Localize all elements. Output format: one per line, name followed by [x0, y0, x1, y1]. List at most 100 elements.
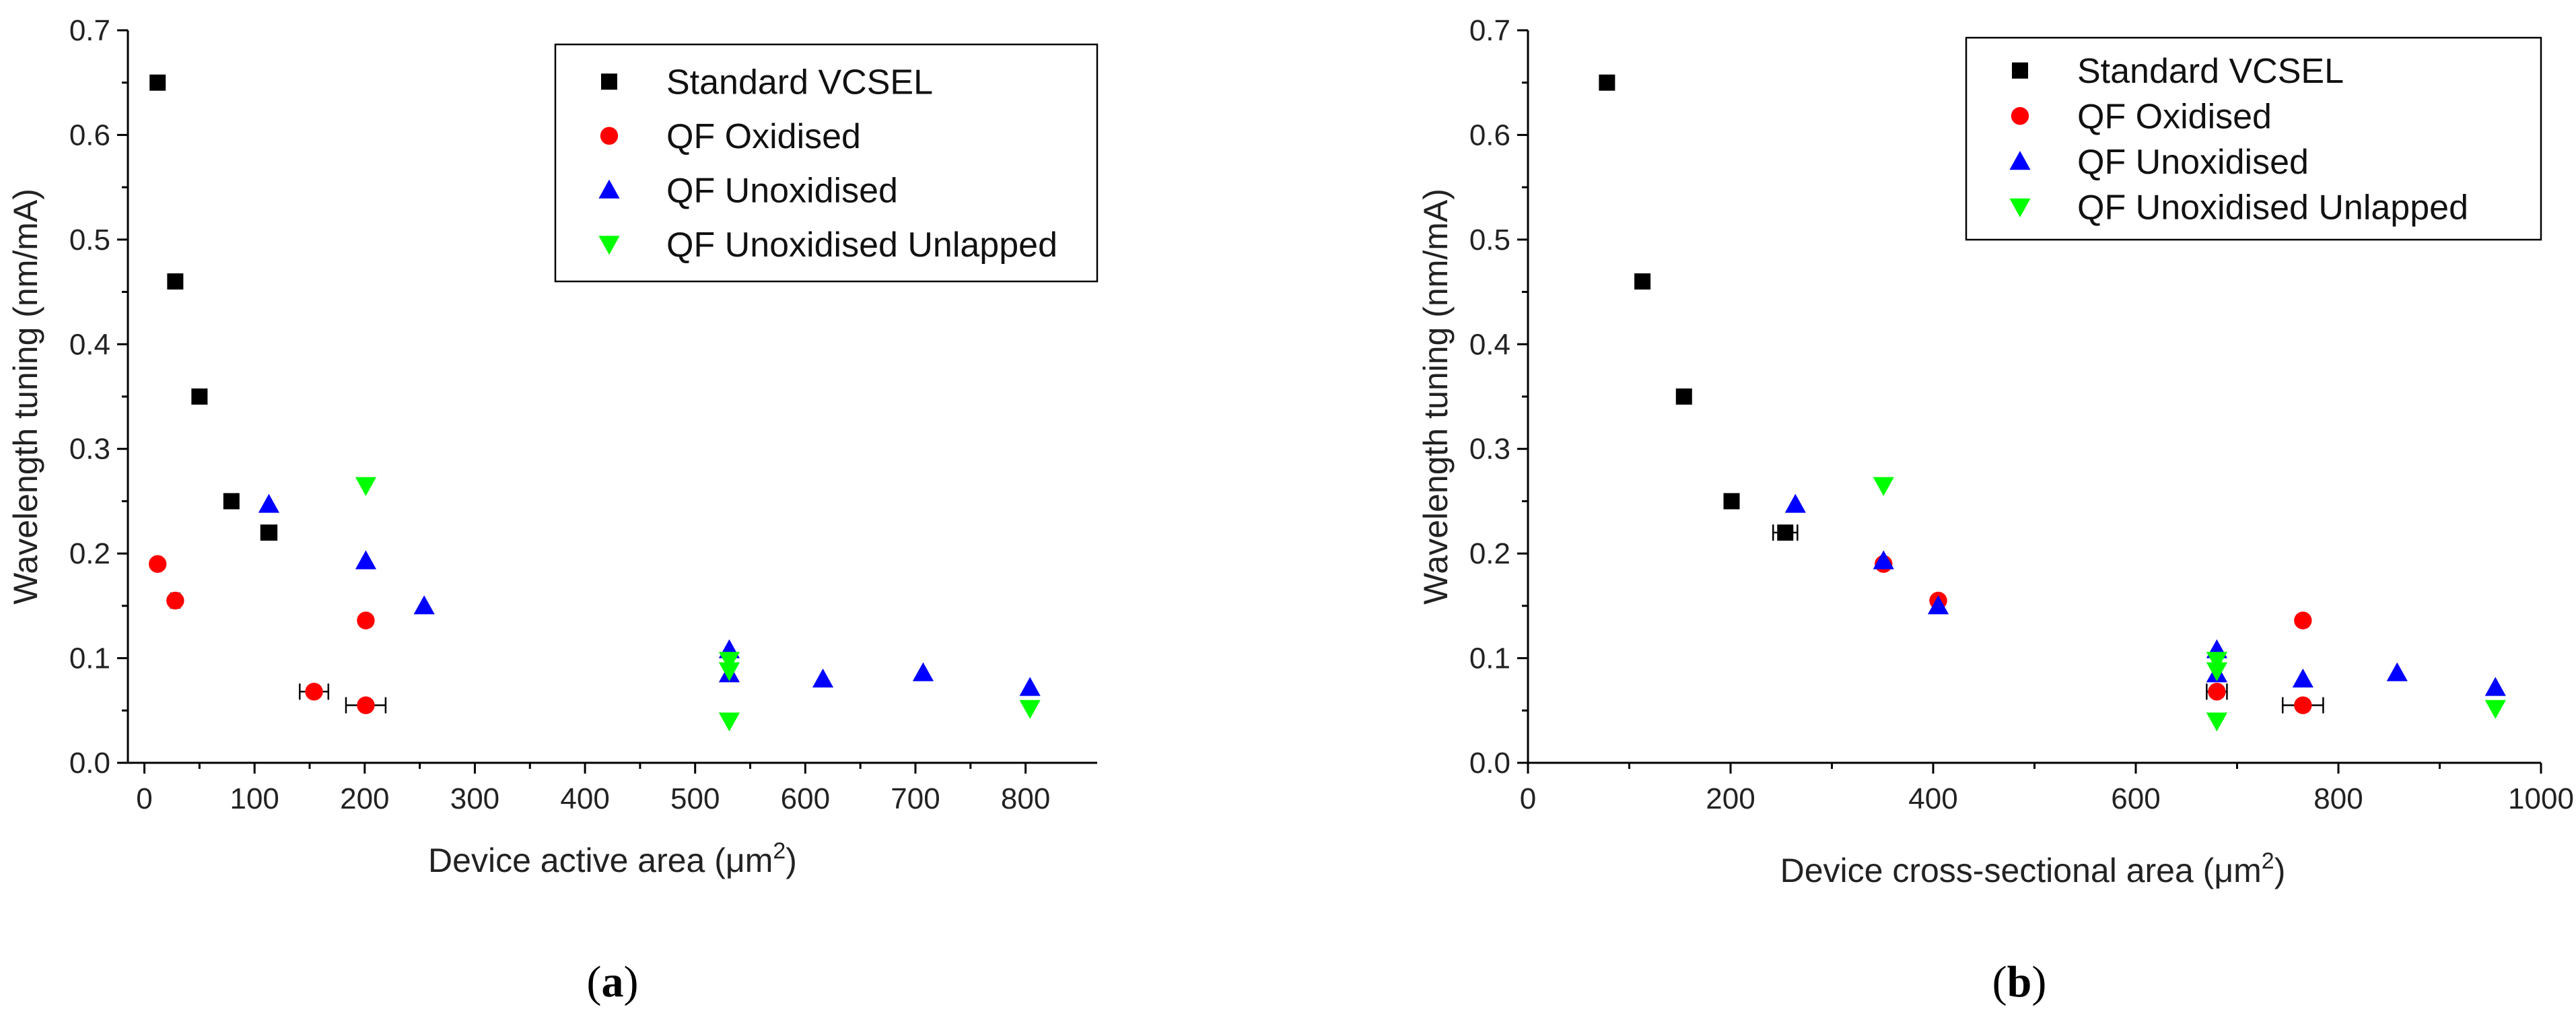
legend-label: Standard VCSEL [2077, 52, 2344, 91]
chart-panel-a: 0.0 0.1 0.2 0.3 0.4 0.5 0.6 0.7 0 100 200 300 400 500… [7, 14, 1099, 1007]
data-point [1019, 700, 1041, 719]
data-point [258, 494, 280, 513]
series-standard-vcsel [149, 74, 278, 541]
x-tick-label: 0 [136, 782, 152, 815]
data-point [149, 74, 166, 91]
data-point [718, 662, 740, 681]
series-qf-oxidised [148, 555, 387, 714]
legend: Standard VCSEL QF Oxidised QF Unoxidised QF… [554, 43, 1099, 283]
y-tick-label: 0.0 [1469, 747, 1510, 780]
y-tick-label: 0.1 [1469, 642, 1510, 675]
data-point [2206, 652, 2227, 671]
x-tick-label: 600 [781, 782, 830, 815]
panel-label: (a) [587, 957, 639, 1007]
data-point [1634, 273, 1651, 290]
series-qf-unoxidised-unlapped [1873, 477, 2506, 732]
data-point [191, 388, 208, 405]
y-tick-label: 0.6 [69, 118, 110, 151]
legend-label: Standard VCSEL [666, 63, 933, 102]
legend: Standard VCSEL QF Oxidised QF Unoxidised QF… [1965, 36, 2542, 241]
x-tick-label: 300 [450, 782, 499, 815]
legend-label: QF Unoxidised [2077, 143, 2309, 182]
legend-label: QF Unoxidised [666, 171, 898, 210]
data-point [1723, 493, 1740, 510]
x-tick-label: 400 [1908, 782, 1957, 815]
data-point [355, 477, 377, 496]
y-tick-label: 0.5 [69, 224, 110, 257]
data-point [1873, 477, 1894, 496]
legend-marker [2012, 62, 2028, 79]
x-axis-title: Device active area (μm2) [428, 838, 797, 879]
x-tick-label: 500 [670, 782, 720, 815]
legend-box [1965, 36, 2542, 241]
data-point [1784, 494, 1806, 513]
data-point [2206, 662, 2227, 681]
legend-marker [2009, 198, 2031, 217]
data-point [355, 550, 377, 570]
legend-label: QF Unoxidised Unlapped [666, 226, 1057, 265]
x-tick-label: 600 [2111, 782, 2160, 815]
y-tick-label: 0.4 [69, 328, 110, 361]
data-point [305, 683, 323, 701]
legend-marker [600, 127, 619, 145]
data-point [1599, 74, 1615, 91]
data-point [357, 611, 375, 630]
data-point [1675, 388, 1692, 405]
data-point [2292, 669, 2313, 688]
legend-marker [2011, 107, 2029, 125]
series-qf-unoxidised [258, 494, 1041, 696]
legend-marker [2009, 151, 2031, 170]
data-point [413, 595, 435, 615]
series-qf-unoxidised [1784, 494, 2506, 696]
y-tick-label: 0.2 [69, 537, 110, 570]
y-axis-title: Wavelength tuning (nm/mA) [1417, 189, 1455, 605]
x-tick-label: 800 [1001, 782, 1050, 815]
chart-panel-b: 0.0 0.1 0.2 0.3 0.4 0.5 0.6 0.7 0 200 400 600 800 100… [1417, 14, 2574, 1007]
data-point [912, 662, 934, 681]
x-tick-label: 0 [1520, 782, 1536, 815]
data-point [812, 669, 834, 688]
x-axis-title: Device cross-sectional area (μm2) [1780, 848, 2286, 889]
series-qf-unoxidised-unlapped [355, 477, 1041, 732]
data-point [1019, 677, 1041, 696]
legend-marker [598, 179, 620, 199]
y-tick-label: 0.3 [69, 433, 110, 466]
series-qf-oxidised [1875, 555, 2324, 714]
x-tick-label: 1000 [2508, 782, 2574, 815]
x-tick-label: 700 [891, 782, 940, 815]
y-tick-label: 0.5 [1469, 224, 1510, 257]
y-axis-title: Wavelength tuning (nm/mA) [7, 189, 44, 605]
data-point [166, 591, 184, 610]
data-point [148, 555, 167, 573]
data-point [223, 493, 240, 510]
data-point [2294, 611, 2312, 630]
legend-label: QF Unoxidised Unlapped [2077, 188, 2468, 227]
y-tick-label: 0.6 [1469, 118, 1510, 151]
data-point [1777, 524, 1794, 541]
series-standard-vcsel [1599, 74, 1799, 541]
legend-label: QF Oxidised [2077, 97, 2272, 136]
y-tick-label: 0.4 [1469, 328, 1510, 361]
y-tick-label: 0.0 [69, 747, 110, 780]
data-point [2294, 696, 2312, 714]
legend-marker [598, 236, 620, 255]
data-point [2484, 700, 2506, 719]
x-tick-label: 800 [2313, 782, 2363, 815]
x-tick-label: 100 [230, 782, 279, 815]
data-point [1927, 595, 1949, 615]
y-tick-label: 0.7 [69, 14, 110, 47]
data-point [357, 696, 375, 714]
data-point [167, 273, 184, 290]
data-point [2208, 683, 2226, 701]
data-point [260, 524, 277, 541]
x-tick-label: 200 [1706, 782, 1755, 815]
data-point [1873, 550, 1894, 570]
data-point [2484, 677, 2506, 696]
legend-box [554, 43, 1099, 283]
panel-label: (b) [1992, 957, 2047, 1007]
y-tick-label: 0.7 [1469, 14, 1510, 47]
x-tick-label: 400 [560, 782, 609, 815]
legend-label: QF Oxidised [666, 117, 861, 156]
data-point [718, 652, 740, 671]
